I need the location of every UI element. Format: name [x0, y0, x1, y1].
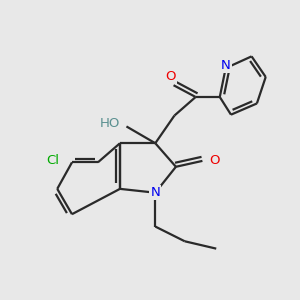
Text: O: O [209, 154, 220, 167]
Text: O: O [165, 70, 176, 83]
Text: N: N [150, 186, 160, 199]
Text: Cl: Cl [46, 154, 59, 166]
Text: HO: HO [100, 117, 120, 130]
Text: N: N [221, 59, 230, 72]
